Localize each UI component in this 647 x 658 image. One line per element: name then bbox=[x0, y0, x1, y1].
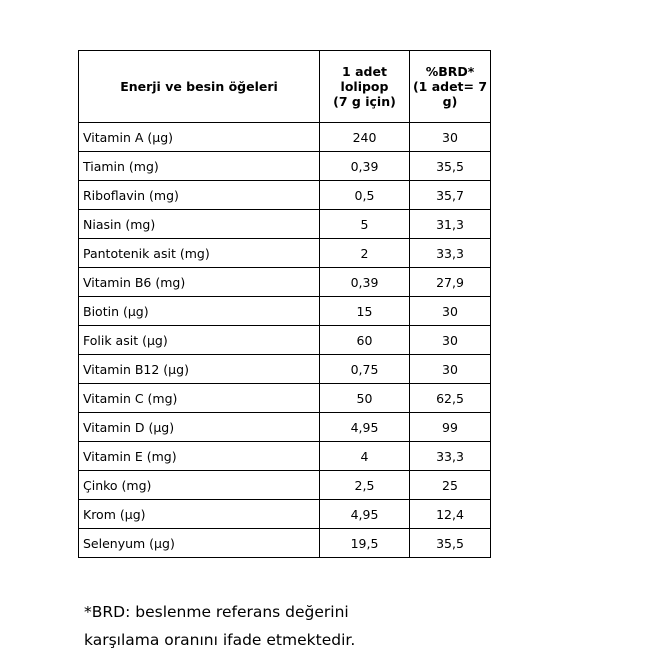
nutrient-brd: 30 bbox=[409, 122, 491, 152]
nutrient-amount: 0,5 bbox=[319, 180, 410, 210]
header-brd-line: (1 adet= 7 bbox=[412, 79, 488, 94]
table-row: Biotin (µg) 15 30 bbox=[78, 296, 491, 326]
nutrient-name: Vitamin A (µg) bbox=[78, 122, 320, 152]
nutrient-brd: 27,9 bbox=[409, 267, 491, 297]
nutrient-name: Krom (µg) bbox=[78, 499, 320, 529]
table-row: Krom (µg) 4,95 12,4 bbox=[78, 499, 491, 529]
header-amount-line: (7 g için) bbox=[333, 94, 396, 109]
nutrient-amount: 4 bbox=[319, 441, 410, 471]
nutrient-name: Tiamin (mg) bbox=[78, 151, 320, 181]
nutrient-brd: 25 bbox=[409, 470, 491, 500]
nutrient-name: Biotin (µg) bbox=[78, 296, 320, 326]
nutrient-name: Vitamin B6 (mg) bbox=[78, 267, 320, 297]
header-amount-line: lolipop bbox=[340, 79, 389, 94]
nutrient-amount: 19,5 bbox=[319, 528, 410, 558]
table-row: Vitamin E (mg) 4 33,3 bbox=[78, 441, 491, 471]
table-row: Selenyum (µg) 19,5 35,5 bbox=[78, 528, 491, 558]
nutrient-brd: 30 bbox=[409, 354, 491, 384]
footnote-line: karşılama oranını ifade etmektedir. bbox=[84, 631, 356, 649]
footnote-line: *BRD: beslenme referans değerini bbox=[84, 603, 349, 621]
nutrient-amount: 5 bbox=[319, 209, 410, 239]
nutrient-amount: 240 bbox=[319, 122, 410, 152]
nutrient-amount: 0,39 bbox=[319, 267, 410, 297]
nutrient-amount: 15 bbox=[319, 296, 410, 326]
header-brd-percent: %BRD* (1 adet= 7 g) bbox=[409, 50, 491, 123]
nutrient-amount: 60 bbox=[319, 325, 410, 355]
nutrient-name: Folik asit (µg) bbox=[78, 325, 320, 355]
nutrient-amount: 2,5 bbox=[319, 470, 410, 500]
nutrient-amount: 50 bbox=[319, 383, 410, 413]
header-brd-line: g) bbox=[442, 94, 458, 109]
nutrient-name: Selenyum (µg) bbox=[78, 528, 320, 558]
nutrient-brd: 12,4 bbox=[409, 499, 491, 529]
nutrient-brd: 35,7 bbox=[409, 180, 491, 210]
table-header-row: Enerji ve besin öğeleri 1 adet lolipop (… bbox=[78, 50, 491, 123]
nutrient-name: Vitamin D (µg) bbox=[78, 412, 320, 442]
nutrient-brd: 33,3 bbox=[409, 238, 491, 268]
nutrient-brd: 31,3 bbox=[409, 209, 491, 239]
nutrient-brd: 30 bbox=[409, 296, 491, 326]
nutrient-amount: 2 bbox=[319, 238, 410, 268]
nutrient-brd: 62,5 bbox=[409, 383, 491, 413]
header-amount-line: 1 adet bbox=[342, 64, 387, 79]
nutrient-brd: 35,5 bbox=[409, 528, 491, 558]
nutrient-brd: 33,3 bbox=[409, 441, 491, 471]
nutrient-name: Çinko (mg) bbox=[78, 470, 320, 500]
table-row: Niasin (mg) 5 31,3 bbox=[78, 209, 491, 239]
nutrient-brd: 30 bbox=[409, 325, 491, 355]
table-row: Pantotenik asit (mg) 2 33,3 bbox=[78, 238, 491, 268]
table-row: Vitamin A (µg) 240 30 bbox=[78, 122, 491, 152]
header-nutrient-name: Enerji ve besin öğeleri bbox=[78, 50, 320, 123]
nutrient-name: Vitamin E (mg) bbox=[78, 441, 320, 471]
nutrient-amount: 4,95 bbox=[319, 499, 410, 529]
nutrient-name: Riboflavin (mg) bbox=[78, 180, 320, 210]
nutrient-name: Niasin (mg) bbox=[78, 209, 320, 239]
header-brd-line: %BRD* bbox=[425, 64, 475, 79]
nutrition-table: Enerji ve besin öğeleri 1 adet lolipop (… bbox=[78, 50, 491, 558]
table-row: Vitamin C (mg) 50 62,5 bbox=[78, 383, 491, 413]
nutrient-name: Vitamin C (mg) bbox=[78, 383, 320, 413]
table-row: Tiamin (mg) 0,39 35,5 bbox=[78, 151, 491, 181]
nutrient-amount: 0,39 bbox=[319, 151, 410, 181]
nutrient-name: Pantotenik asit (mg) bbox=[78, 238, 320, 268]
nutrient-amount: 4,95 bbox=[319, 412, 410, 442]
table-row: Vitamin B12 (µg) 0,75 30 bbox=[78, 354, 491, 384]
nutrient-amount: 0,75 bbox=[319, 354, 410, 384]
nutrient-brd: 99 bbox=[409, 412, 491, 442]
nutrient-name: Vitamin B12 (µg) bbox=[78, 354, 320, 384]
table-row: Folik asit (µg) 60 30 bbox=[78, 325, 491, 355]
footnote: *BRD: beslenme referans değerini karşıla… bbox=[84, 598, 355, 654]
nutrient-brd: 35,5 bbox=[409, 151, 491, 181]
table-row: Riboflavin (mg) 0,5 35,7 bbox=[78, 180, 491, 210]
header-amount-per-lollipop: 1 adet lolipop (7 g için) bbox=[319, 50, 410, 123]
table-row: Vitamin D (µg) 4,95 99 bbox=[78, 412, 491, 442]
table-row: Çinko (mg) 2,5 25 bbox=[78, 470, 491, 500]
table-row: Vitamin B6 (mg) 0,39 27,9 bbox=[78, 267, 491, 297]
